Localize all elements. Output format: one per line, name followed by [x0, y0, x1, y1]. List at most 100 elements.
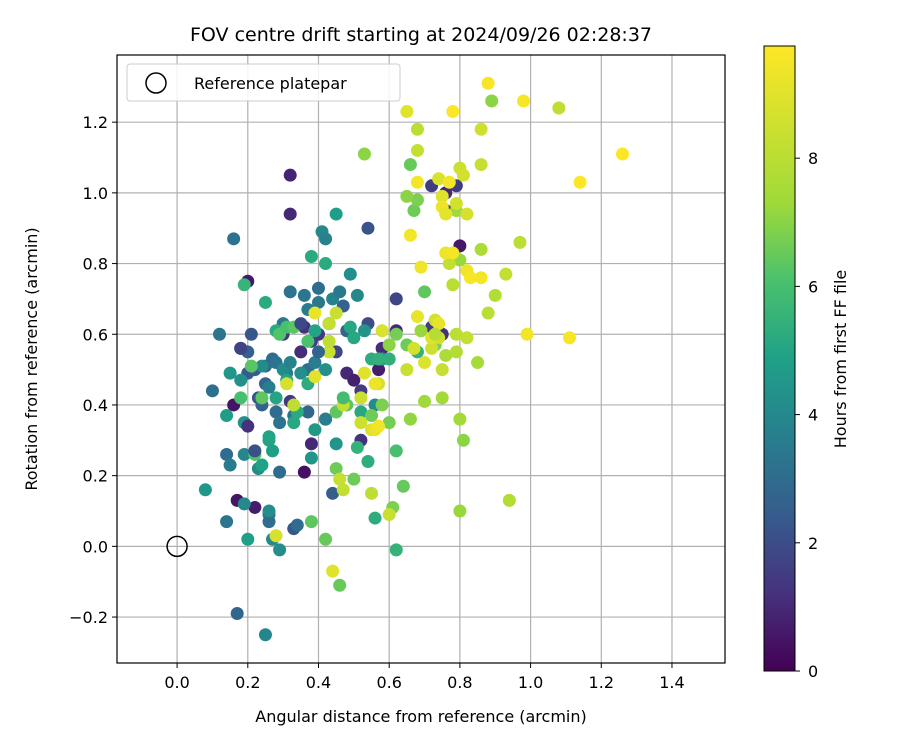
scatter-point	[414, 324, 428, 338]
colorbar-ticks: 0 2 4 6 8	[795, 149, 818, 681]
x-tick-label: 0.8	[447, 673, 472, 692]
scatter-point	[319, 232, 333, 246]
scatter-point	[400, 189, 414, 203]
scatter-point	[573, 175, 587, 189]
scatter-point	[403, 412, 417, 426]
y-tick-label: 0.4	[83, 396, 108, 415]
scatter-point	[304, 249, 318, 263]
scatter-point	[368, 377, 382, 391]
scatter-point	[322, 334, 336, 348]
scatter-point	[403, 228, 417, 242]
scatter-point	[449, 327, 463, 341]
scatter-point	[283, 168, 297, 182]
scatter-point	[283, 207, 297, 221]
scatter-point	[615, 147, 629, 161]
scatter-point	[375, 398, 389, 412]
scatter-point	[237, 447, 251, 461]
scatter-point	[357, 366, 371, 380]
scatter-point	[389, 444, 403, 458]
scatter-point	[410, 310, 424, 324]
scatter-point	[456, 433, 470, 447]
scatter-point	[446, 105, 460, 119]
scatter-point	[372, 419, 386, 433]
reference-point-marker	[166, 535, 188, 558]
scatter-point	[329, 437, 343, 451]
reference-layer	[166, 535, 188, 558]
x-tick-label: 0.2	[235, 673, 260, 692]
scatter-point	[365, 409, 379, 423]
scatter-point	[319, 412, 333, 426]
scatter-point	[319, 532, 333, 546]
scatter-point	[513, 235, 527, 249]
scatter-point	[435, 363, 449, 377]
scatter-point	[361, 455, 375, 469]
scatter-point	[244, 327, 258, 341]
scatter-point	[463, 271, 477, 285]
scatter-point	[410, 175, 424, 189]
scatter-point	[485, 94, 499, 108]
scatter-point	[400, 105, 414, 119]
scatter-point	[308, 306, 322, 320]
scatter-point	[237, 497, 251, 511]
scatter-point	[308, 324, 322, 338]
scatter-point	[241, 532, 255, 546]
scatter-point	[389, 292, 403, 306]
scatter-point	[319, 363, 333, 377]
scatter-point	[294, 366, 308, 380]
scatter-point	[308, 356, 322, 370]
scatter-point	[407, 204, 421, 218]
scatter-point	[230, 607, 244, 621]
scatter-point	[453, 504, 467, 518]
scatter-point	[322, 317, 336, 331]
scatter-point	[347, 472, 361, 486]
scatter-point	[432, 317, 446, 331]
scatter-point	[350, 288, 364, 302]
scatter-point	[266, 444, 280, 458]
scatter-point	[287, 416, 301, 430]
scatter-point	[382, 416, 396, 430]
data-points	[198, 76, 629, 642]
scatter-point	[244, 359, 258, 373]
scatter-point	[329, 306, 343, 320]
scatter-point	[481, 76, 495, 90]
scatter-point	[333, 578, 347, 592]
scatter-point	[227, 232, 241, 246]
scatter-point	[418, 356, 432, 370]
scatter-point	[319, 257, 333, 271]
y-tick-label: 0.0	[83, 537, 108, 556]
scatter-point	[297, 288, 311, 302]
scatter-point	[269, 405, 283, 419]
scatter-point	[269, 391, 283, 405]
scatter-point	[234, 391, 248, 405]
plot-frame	[116, 54, 726, 664]
scatter-point	[333, 472, 347, 486]
scatter-point	[220, 515, 234, 529]
scatter-point	[329, 462, 343, 476]
y-axis-ticks: −0.2 0.0 0.2 0.4 0.6 0.8 1.0 1.2	[69, 113, 117, 627]
colorbar-frame	[763, 45, 796, 672]
scatter-point	[255, 359, 269, 373]
scatter-point	[403, 158, 417, 172]
scatter-point	[449, 196, 463, 210]
scatter-point	[502, 493, 516, 507]
scatter-point	[368, 511, 382, 525]
scatter-point	[361, 221, 375, 235]
scatter-point	[375, 324, 389, 338]
scatter-point	[400, 363, 414, 377]
scatter-point	[439, 348, 453, 362]
scatter-point	[453, 412, 467, 426]
scatter-point	[333, 285, 347, 299]
scatter-point	[456, 168, 470, 182]
x-axis-label: Angular distance from reference (arcmin)	[255, 707, 586, 726]
scatter-point	[326, 564, 340, 578]
scatter-point	[326, 486, 340, 500]
scatter-point	[273, 543, 287, 557]
legend-box	[126, 63, 401, 102]
x-tick-label: 1.0	[518, 673, 543, 692]
scatter-point	[283, 285, 297, 299]
scatter-point	[389, 543, 403, 557]
scatter-point	[248, 444, 262, 458]
scatter-point	[552, 101, 566, 115]
scatter-point	[442, 257, 456, 271]
